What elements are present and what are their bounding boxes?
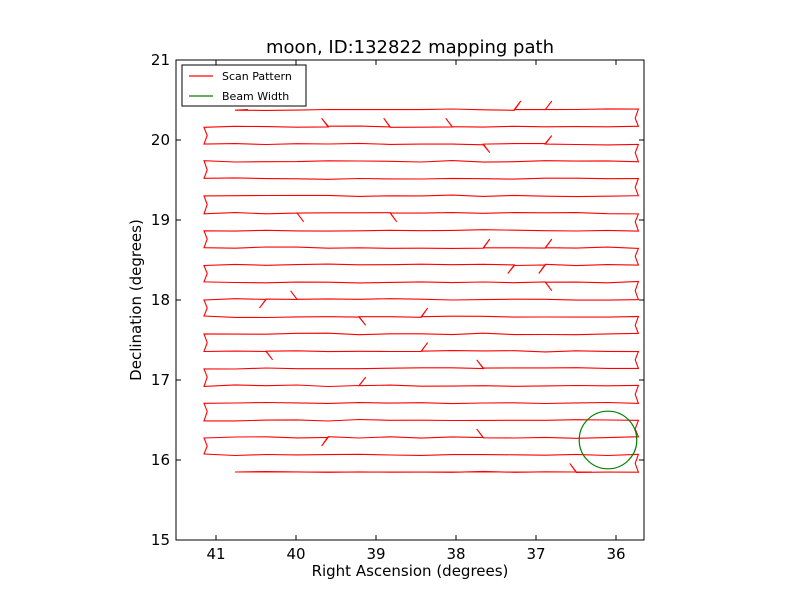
series-layer [203, 100, 640, 473]
x-tick-label: 39 [366, 545, 385, 563]
x-tick-label: 40 [286, 545, 305, 563]
chart-title: moon, ID:132822 mapping path [266, 37, 554, 58]
y-axis-label: Declination (degrees) [127, 219, 145, 381]
y-tick-label: 18 [151, 291, 170, 309]
y-tick-label: 17 [151, 371, 170, 389]
x-tick-label: 37 [526, 545, 545, 563]
y-tick-label: 21 [151, 51, 170, 69]
series-line-scan-pattern [203, 100, 640, 473]
legend-box [181, 64, 307, 107]
y-tick-label: 19 [151, 211, 170, 229]
series-circle-beam-width [578, 410, 638, 470]
x-axis-label: Right Ascension (degrees) [312, 562, 509, 580]
y-tick-label: 16 [151, 451, 170, 469]
x-axis: 41 40 39 38 37 36 [206, 60, 626, 563]
x-tick-label: 38 [446, 545, 465, 563]
x-tick-label: 36 [606, 545, 625, 563]
legend-label-beam-width: Beam Width [222, 90, 289, 103]
y-axis: 15 16 17 18 19 20 21 [151, 51, 644, 549]
y-tick-label: 20 [151, 131, 170, 149]
legend-label-scan-pattern: Scan Pattern [222, 70, 292, 83]
x-tick-label: 41 [206, 545, 225, 563]
y-tick-label: 15 [151, 531, 170, 549]
legend: Scan Pattern Beam Width [181, 64, 307, 107]
